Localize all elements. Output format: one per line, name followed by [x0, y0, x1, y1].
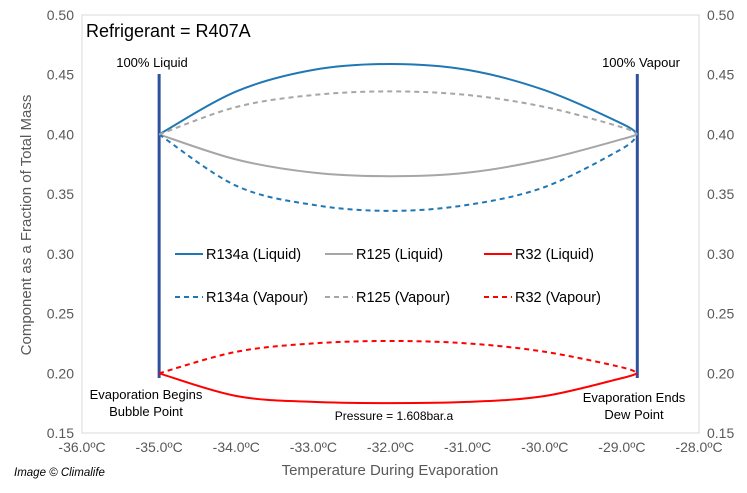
series-line-r125-vapour: [158, 90, 638, 136]
y-tick-right: 0.35: [707, 186, 734, 202]
x-axis-ticks: -36.0ºC -35.0ºC -34.0ºC -33.0ºC -32.0ºC -31.0…: [58, 439, 722, 455]
y-tick-right: 0.20: [707, 365, 734, 381]
image-credit: Image © Climalife: [14, 467, 105, 479]
x-tick: -32.0ºC: [367, 439, 414, 455]
series-line-r134a-vapour: [158, 133, 639, 212]
phase-boundary-lines: [157, 74, 639, 378]
x-tick: -35.0ºC: [136, 439, 183, 455]
y-tick-right: 0.15: [707, 425, 734, 441]
series-line-r125-liquid: [158, 133, 638, 178]
y-axis-title: Component as a Fraction of Total Mass: [18, 95, 35, 356]
end-label-line2: Dew Point: [604, 407, 664, 422]
y-tick-left: 0.30: [47, 246, 74, 262]
plot-border: [81, 14, 700, 434]
y-tick-right: 0.50: [707, 7, 734, 23]
legend-label: R134a (Vapour): [206, 290, 308, 306]
x-tick: -36.0ºC: [58, 439, 105, 455]
legend: R134a (Liquid) R125 (Liquid) R32 (Liquid) R…: [175, 247, 601, 306]
legend-label: R32 (Liquid): [515, 247, 594, 263]
liquid-label: 100% Liquid: [116, 55, 188, 70]
legend-label: R32 (Vapour): [515, 290, 601, 306]
x-tick: -30.0ºC: [521, 439, 568, 455]
series-curves: [158, 62, 639, 405]
y-tick-right: 0.40: [707, 126, 734, 142]
pressure-label: Pressure = 1.608bar.a: [335, 409, 454, 423]
y-tick-left: 0.25: [47, 306, 74, 322]
x-tick: -29.0ºC: [598, 439, 645, 455]
legend-label: R125 (Vapour): [356, 290, 450, 306]
begin-label-line2: Bubble Point: [109, 404, 183, 419]
y-tick-left: 0.40: [47, 126, 74, 142]
y-tick-left: 0.20: [47, 365, 74, 381]
y-tick-left: 0.35: [47, 186, 74, 202]
x-tick: -31.0ºC: [444, 439, 491, 455]
series-line-r32-liquid: [158, 372, 638, 405]
series-line-r32-vapour: [158, 339, 638, 375]
end-label-line1: Evaporation Ends: [583, 390, 686, 405]
vapour-label: 100% Vapour: [602, 55, 680, 70]
legend-label: R125 (Liquid): [356, 247, 443, 263]
chart-title: Refrigerant = R407A: [86, 21, 251, 41]
begin-label-line1: Evaporation Begins: [90, 387, 203, 402]
y-tick-right: 0.45: [707, 67, 734, 83]
y-tick-left: 0.50: [47, 7, 74, 23]
x-tick: -34.0ºC: [213, 439, 260, 455]
y-tick-right: 0.30: [707, 246, 734, 262]
x-tick: -33.0ºC: [290, 439, 337, 455]
y-tick-left: 0.45: [47, 67, 74, 83]
y-axis-right-ticks: 0.15 0.20 0.25 0.30 0.35 0.40 0.45 0.50: [707, 7, 734, 441]
legend-label: R134a (Liquid): [206, 247, 301, 263]
series-line-r134a-liquid: [158, 62, 638, 136]
x-tick: -28.0ºC: [675, 439, 722, 455]
y-tick-right: 0.25: [707, 306, 734, 322]
y-axis-left-ticks: 0.15 0.20 0.25 0.30 0.35 0.40 0.45 0.50: [47, 7, 74, 441]
x-axis-title: Temperature During Evaporation: [282, 462, 499, 479]
y-tick-left: 0.15: [47, 425, 74, 441]
